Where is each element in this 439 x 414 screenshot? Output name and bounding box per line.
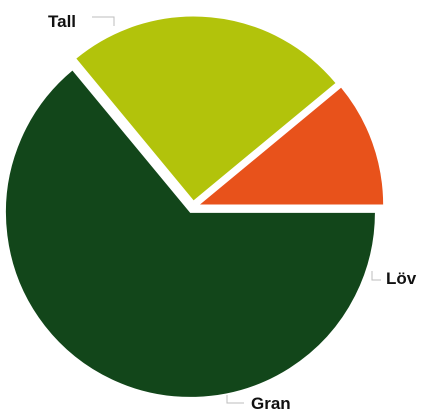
pie-slice-löv: [197, 86, 385, 206]
leader-line-tall: [92, 16, 115, 26]
leader-line-gran: [226, 395, 244, 404]
slice-label-löv: Löv: [386, 269, 417, 288]
slices-layer: [5, 15, 385, 398]
labels-layer: Tall Gran Löv: [48, 12, 417, 413]
pie-slice-gran: [74, 15, 337, 202]
pie-slice-tall: [5, 69, 376, 398]
slice-label-tall: Tall: [48, 12, 76, 31]
slice-label-gran: Gran: [251, 394, 291, 413]
leader-line-löv: [371, 271, 381, 281]
